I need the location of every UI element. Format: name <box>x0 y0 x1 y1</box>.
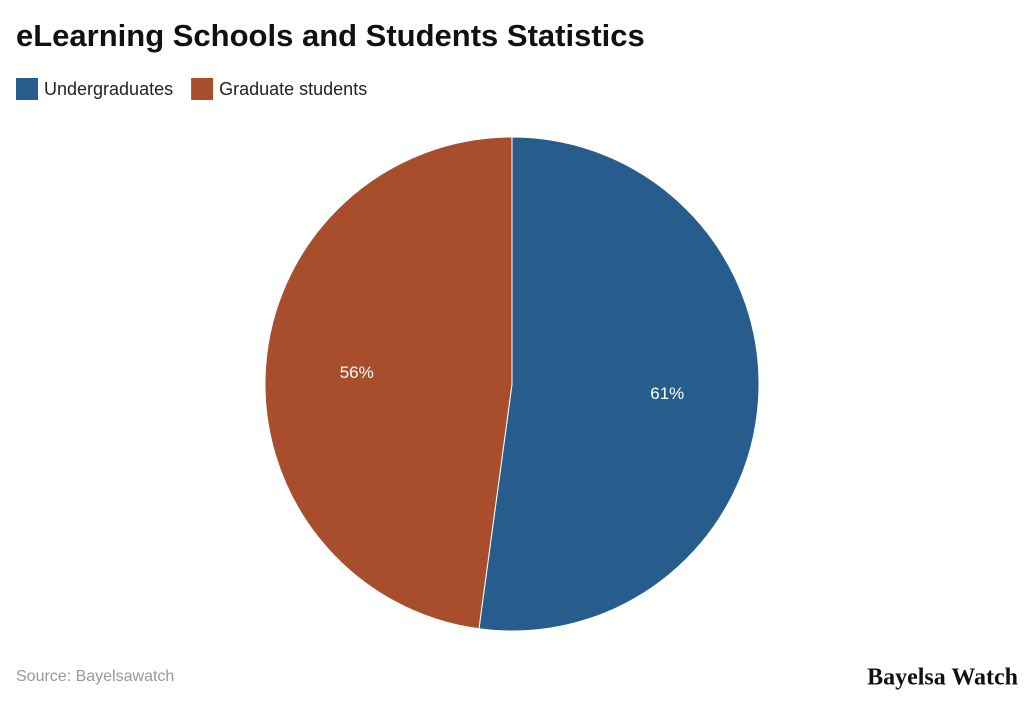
legend-label: Undergraduates <box>44 79 173 99</box>
chart-title: eLearning Schools and Students Statistic… <box>16 18 645 53</box>
data-label: 56% <box>340 363 374 382</box>
data-label: 61% <box>650 384 684 403</box>
legend-swatch <box>16 78 38 100</box>
source: Source: Bayelsawatch <box>16 668 174 685</box>
pie-slice <box>478 136 760 632</box>
watermark: Bayelsa Watch <box>867 665 1018 691</box>
pie-slice <box>264 136 513 630</box>
legend-label: Graduate students <box>219 79 367 99</box>
legend-swatch <box>191 78 214 100</box>
